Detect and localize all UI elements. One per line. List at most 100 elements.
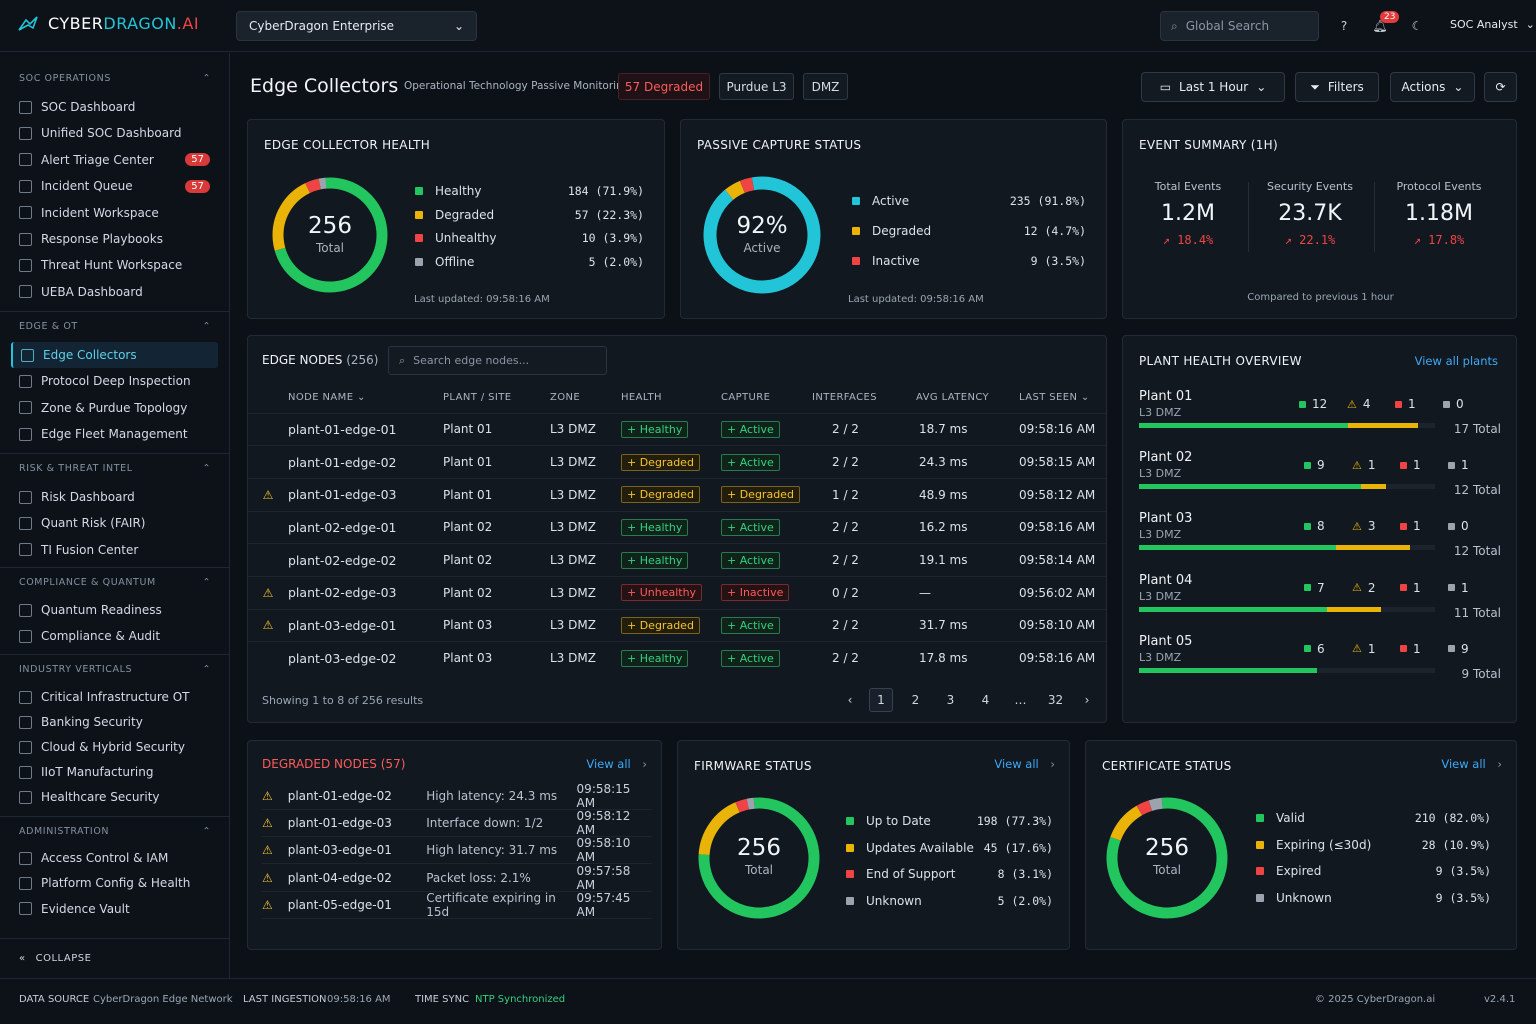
donut-center-label: Active: [743, 241, 781, 255]
sidebar-item-access-control-iam[interactable]: Access Control & IAM: [11, 845, 218, 871]
page-button[interactable]: 3: [946, 693, 955, 707]
node-name[interactable]: plant-01-edge-03: [287, 816, 392, 831]
table-row[interactable]: plant-02-edge-01 Plant 02 L3 DMZ + Healthy +…: [248, 510, 1106, 544]
degraded-node-row[interactable]: ⚠ plant-01-edge-02 High latency: 24.3 ms 09…: [262, 782, 652, 810]
plant-item[interactable]: Plant 05 L3 DMZ 6 ⚠ 1 1 9 9 Total: [1139, 634, 1501, 690]
degraded-node-row[interactable]: ⚠ plant-05-edge-01 Certificate expiring in…: [262, 891, 652, 919]
user-menu[interactable]: SOC Analyst ⌄: [1450, 18, 1535, 31]
donut-segment-unknown[interactable]: [1106, 797, 1228, 919]
col-node-name[interactable]: NODE NAME ⌄: [288, 392, 366, 404]
brand-logo[interactable]: CYBERDRAGON.AI: [18, 14, 199, 33]
plant-item[interactable]: Plant 02 L3 DMZ 9 ⚠ 1 1 1 12 Total: [1139, 450, 1501, 506]
sidebar-item-healthcare-security[interactable]: Healthcare Security: [11, 784, 218, 810]
sidebar-item-incident-workspace[interactable]: Incident Workspace: [11, 200, 218, 226]
table-row[interactable]: plant-01-edge-02 Plant 01 L3 DMZ + Degraded…: [248, 445, 1106, 479]
health-status-badge: + Healthy: [621, 420, 689, 438]
sidebar-section-header[interactable]: EDGE & OT: [19, 321, 78, 332]
node-name[interactable]: plant-05-edge-01: [287, 897, 392, 912]
table-row[interactable]: ⚠ plant-01-edge-03 Plant 01 L3 DMZ + Degrade…: [248, 477, 1106, 512]
sidebar-section-header[interactable]: ADMINISTRATION: [19, 826, 110, 837]
dmz-chip[interactable]: DMZ: [803, 73, 848, 100]
node-name[interactable]: plant-02-edge-03: [288, 575, 443, 610]
sidebar-item-iiot-manufacturing[interactable]: IIoT Manufacturing: [11, 759, 218, 785]
zone-cell: L3 DMZ: [550, 543, 621, 577]
degraded-node-row[interactable]: ⚠ plant-04-edge-02 Packet loss: 2.1% 09:57:…: [262, 864, 652, 892]
node-name[interactable]: plant-01-edge-01: [288, 412, 443, 446]
sidebar-item-banking-security[interactable]: Banking Security: [11, 709, 218, 735]
node-name[interactable]: plant-03-edge-01: [288, 608, 443, 642]
node-name[interactable]: plant-01-edge-02: [287, 789, 392, 803]
col-last-seen[interactable]: LAST SEEN ⌄: [1019, 392, 1090, 404]
degraded-node-row[interactable]: ⚠ plant-03-edge-01 High latency: 31.7 ms 09…: [262, 836, 652, 865]
donut-segment-offline[interactable]: [272, 177, 388, 293]
sidebar-section-header[interactable]: SOC OPERATIONS: [19, 73, 111, 84]
sidebar-section-header[interactable]: COMPLIANCE & QUANTUM: [19, 577, 156, 588]
refresh-button[interactable]: ⟳: [1484, 72, 1517, 102]
stat-value: 0: [1456, 397, 1464, 411]
plant-item[interactable]: Plant 04 L3 DMZ 7 ⚠ 2 1 1 11 Total: [1139, 573, 1501, 629]
sidebar-item-platform-config-health[interactable]: Platform Config & Health: [11, 870, 218, 896]
sidebar-section-header[interactable]: INDUSTRY VERTICALS: [19, 664, 133, 675]
table-row[interactable]: ⚠ plant-03-edge-01 Plant 03 L3 DMZ + Degrade…: [248, 608, 1106, 642]
plant-item[interactable]: Plant 03 L3 DMZ 8 ⚠ 3 1 0 12 Total: [1139, 511, 1501, 567]
filters-button[interactable]: ⏷ Filters: [1295, 72, 1379, 102]
page-button[interactable]: 2: [911, 693, 920, 707]
node-name[interactable]: plant-01-edge-02: [288, 445, 443, 479]
capture-status-badge: + Active: [721, 518, 780, 536]
org-selector[interactable]: CyberDragon Enterprise ⌄: [236, 11, 477, 41]
sidebar-item-incident-queue[interactable]: Incident Queue 57: [11, 173, 218, 199]
sidebar-item-quantum-readiness[interactable]: Quantum Readiness: [11, 597, 218, 623]
sidebar-item-zone-purdue-topology[interactable]: Zone & Purdue Topology: [11, 395, 218, 421]
collapse-button[interactable]: « COLLAPSE: [19, 953, 91, 964]
table-row[interactable]: plant-03-edge-02 Plant 03 L3 DMZ + Healthy +…: [248, 641, 1106, 675]
node-name[interactable]: plant-01-edge-03: [288, 477, 443, 512]
view-all-firmware-link[interactable]: View all ›: [994, 757, 1055, 771]
donut-segment-unknown[interactable]: [698, 797, 820, 919]
sidebar-item-quant-risk-fair[interactable]: Quant Risk (FAIR): [11, 510, 218, 536]
actions-button[interactable]: Actions ⌄: [1390, 72, 1475, 102]
page-button[interactable]: 4: [981, 693, 990, 707]
plant-item[interactable]: Plant 01 L3 DMZ 12 ⚠ 4 1 0 17 Total: [1139, 389, 1501, 445]
purdue-chip[interactable]: Purdue L3: [719, 73, 794, 100]
view-all-plants-link[interactable]: View all plants: [1414, 354, 1498, 368]
node-name[interactable]: plant-04-edge-02: [287, 870, 392, 885]
sidebar-item-critical-infrastructure-ot[interactable]: Critical Infrastructure OT: [11, 684, 218, 710]
sidebar-item-alert-triage-center[interactable]: Alert Triage Center 57: [11, 147, 218, 173]
view-all-certificates-link[interactable]: View all ›: [1441, 757, 1502, 771]
table-row[interactable]: ⚠ plant-02-edge-03 Plant 02 L3 DMZ + Unhealt…: [248, 575, 1106, 610]
sidebar-item-ueba-dashboard[interactable]: UEBA Dashboard: [11, 279, 218, 305]
table-row[interactable]: plant-01-edge-01 Plant 01 L3 DMZ + Healthy +…: [248, 412, 1106, 446]
time-range-select[interactable]: ▭ Last 1 Hour ⌄: [1141, 72, 1285, 102]
node-name[interactable]: plant-02-edge-01: [288, 510, 443, 544]
node-name[interactable]: plant-03-edge-01: [287, 843, 392, 858]
sidebar-item-threat-hunt-workspace[interactable]: Threat Hunt Workspace: [11, 252, 218, 278]
sidebar-item-ti-fusion-center[interactable]: TI Fusion Center: [11, 537, 218, 563]
sidebar-item-edge-fleet-management[interactable]: Edge Fleet Management: [11, 421, 218, 447]
page-button[interactable]: 1: [869, 688, 893, 712]
sidebar-item-soc-dashboard[interactable]: SOC Dashboard: [11, 94, 218, 120]
node-search-input[interactable]: ⌕ Search edge nodes...: [388, 346, 607, 375]
donut-segment-degraded[interactable]: [272, 177, 388, 293]
next-page-button[interactable]: ›: [1084, 693, 1090, 707]
table-row[interactable]: plant-02-edge-02 Plant 02 L3 DMZ + Healthy +…: [248, 543, 1106, 577]
sidebar-item-edge-collectors[interactable]: Edge Collectors: [11, 342, 218, 368]
node-name[interactable]: plant-03-edge-02: [288, 641, 443, 675]
sidebar-item-risk-dashboard[interactable]: Risk Dashboard: [11, 484, 218, 510]
sidebar-item-evidence-vault[interactable]: Evidence Vault: [11, 896, 218, 922]
page-button[interactable]: 32: [1047, 693, 1064, 707]
degraded-node-row[interactable]: ⚠ plant-01-edge-03 Interface down: 1/2 09:5…: [262, 809, 652, 838]
sidebar-section-header[interactable]: RISK & THREAT INTEL: [19, 463, 133, 474]
global-search-input[interactable]: ⌕ Global Search: [1160, 11, 1319, 41]
node-name[interactable]: plant-02-edge-02: [288, 543, 443, 577]
view-all-degraded-link[interactable]: View all ›: [586, 757, 647, 771]
sidebar-item-cloud-hybrid-security[interactable]: Cloud & Hybrid Security: [11, 734, 218, 760]
sidebar-item-unified-soc-dashboard[interactable]: Unified SOC Dashboard: [11, 120, 218, 146]
donut-segment-inactive[interactable]: [702, 175, 822, 295]
moon-icon[interactable]: ☾: [1411, 19, 1423, 33]
prev-page-button[interactable]: ‹: [847, 693, 853, 707]
sidebar-item-compliance-audit[interactable]: Compliance & Audit: [11, 623, 218, 649]
sidebar-item-response-playbooks[interactable]: Response Playbooks: [11, 226, 218, 252]
degraded-chip[interactable]: 57 Degraded: [618, 73, 710, 100]
help-icon[interactable]: ?: [1340, 19, 1348, 33]
sidebar-item-protocol-deep-inspection[interactable]: Protocol Deep Inspection: [11, 368, 218, 394]
